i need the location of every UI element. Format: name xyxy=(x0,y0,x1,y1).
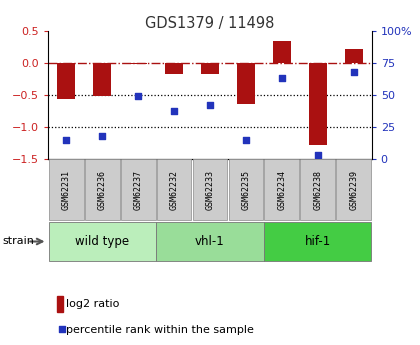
FancyBboxPatch shape xyxy=(121,159,155,220)
FancyBboxPatch shape xyxy=(157,159,192,220)
Bar xyxy=(129,63,147,64)
Text: GSM62236: GSM62236 xyxy=(98,170,107,210)
Bar xyxy=(309,63,327,145)
Text: GSM62234: GSM62234 xyxy=(277,170,286,210)
Point xyxy=(135,93,142,99)
Text: percentile rank within the sample: percentile rank within the sample xyxy=(66,325,254,335)
Text: GSM62231: GSM62231 xyxy=(62,170,71,210)
FancyBboxPatch shape xyxy=(85,159,120,220)
FancyBboxPatch shape xyxy=(300,159,335,220)
Point xyxy=(243,137,249,142)
Text: strain: strain xyxy=(2,237,34,246)
Point xyxy=(171,109,177,114)
Bar xyxy=(273,41,291,63)
FancyBboxPatch shape xyxy=(49,223,156,260)
Text: GSM62237: GSM62237 xyxy=(134,170,143,210)
Text: GSM62235: GSM62235 xyxy=(241,170,250,210)
Bar xyxy=(93,63,111,96)
Bar xyxy=(345,49,363,63)
FancyBboxPatch shape xyxy=(157,223,263,260)
Text: GSM62232: GSM62232 xyxy=(170,170,178,210)
Text: GSM62238: GSM62238 xyxy=(313,170,322,210)
Point xyxy=(315,152,321,158)
Point xyxy=(63,137,70,142)
Bar xyxy=(201,63,219,75)
Text: hif-1: hif-1 xyxy=(304,235,331,248)
Point xyxy=(59,327,66,332)
FancyBboxPatch shape xyxy=(228,159,263,220)
Bar xyxy=(237,63,255,105)
Text: log2 ratio: log2 ratio xyxy=(66,299,119,309)
Bar xyxy=(165,63,183,75)
FancyBboxPatch shape xyxy=(193,159,227,220)
Point xyxy=(207,102,213,108)
Text: vhl-1: vhl-1 xyxy=(195,235,225,248)
Text: GSM62239: GSM62239 xyxy=(349,170,358,210)
Point xyxy=(350,69,357,75)
FancyBboxPatch shape xyxy=(336,159,371,220)
Point xyxy=(99,133,105,138)
FancyBboxPatch shape xyxy=(265,159,299,220)
Bar xyxy=(57,63,75,99)
Text: wild type: wild type xyxy=(75,235,129,248)
Text: GSM62233: GSM62233 xyxy=(205,170,215,210)
FancyBboxPatch shape xyxy=(49,159,84,220)
FancyBboxPatch shape xyxy=(264,223,371,260)
Text: GDS1379 / 11498: GDS1379 / 11498 xyxy=(145,16,275,30)
Point xyxy=(278,76,285,81)
